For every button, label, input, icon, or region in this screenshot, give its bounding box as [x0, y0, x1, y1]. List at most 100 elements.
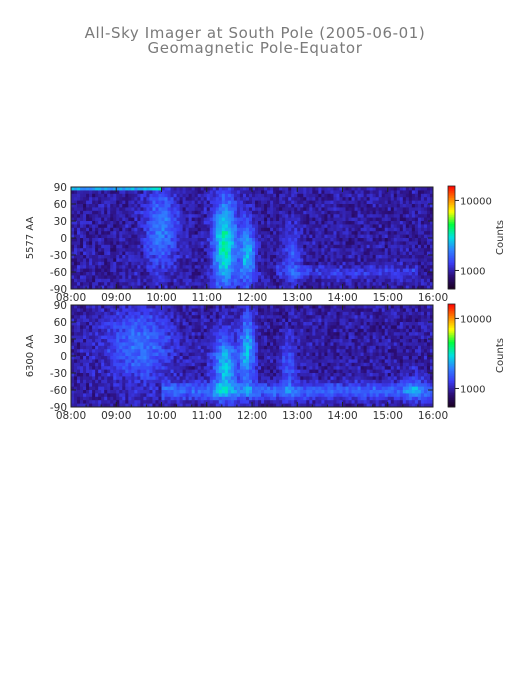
heatmap-cell: [113, 255, 117, 259]
heatmap-cell: [122, 275, 126, 280]
heatmap-cell: [212, 238, 217, 242]
heatmap-cell: [77, 396, 81, 401]
heatmap-cell: [191, 373, 196, 377]
heatmap-cell: [161, 197, 165, 201]
heatmap-cell: [74, 210, 78, 215]
heatmap-cell: [399, 224, 404, 229]
heatmap-cell: [146, 349, 150, 353]
heatmap-cell: [426, 285, 431, 290]
heatmap-cell: [327, 285, 331, 290]
heatmap-cell: [261, 265, 265, 269]
heatmap-cell: [77, 400, 81, 404]
heatmap-cell: [86, 227, 90, 232]
heatmap-cell: [125, 369, 129, 374]
heatmap-cell: [194, 265, 199, 269]
heatmap-cell: [161, 193, 165, 198]
heatmap-cell: [405, 251, 410, 256]
colorbar-swatch: [448, 275, 455, 278]
heatmap-cell: [131, 335, 135, 340]
heatmap-cell: [155, 369, 159, 374]
heatmap-cell: [393, 268, 398, 273]
heatmap-cell: [143, 383, 147, 387]
heatmap-cell: [101, 349, 105, 353]
heatmap-cell: [185, 238, 190, 242]
heatmap-cell: [345, 275, 349, 280]
heatmap-cell: [137, 386, 141, 391]
heatmap-cell: [98, 349, 102, 353]
heatmap-cell: [414, 244, 419, 249]
heatmap-cell: [164, 197, 168, 201]
heatmap-cell: [264, 272, 268, 276]
heatmap-cell: [411, 241, 416, 246]
heatmap-cell: [399, 261, 404, 266]
heatmap-cell: [185, 285, 190, 290]
heatmap-cell: [336, 214, 340, 218]
heatmap-cell: [161, 285, 165, 290]
colorbar-frame: [447, 185, 456, 290]
heatmap-cell: [80, 400, 84, 404]
heatmap-cell: [224, 248, 229, 252]
heatmap-cell: [306, 204, 310, 208]
heatmap-cell: [131, 255, 135, 259]
heatmap-cell: [414, 248, 419, 252]
heatmap-cell: [378, 258, 383, 263]
heatmap-cell: [107, 339, 111, 343]
heatmap-cell: [71, 255, 75, 259]
heatmap-cell: [230, 258, 235, 263]
heatmap-cell: [128, 342, 132, 347]
heatmap-cell: [324, 241, 328, 246]
heatmap-cell: [173, 258, 177, 263]
heatmap-cell: [387, 224, 392, 229]
heatmap-cell: [258, 187, 262, 191]
heatmap-cell: [161, 383, 165, 387]
heatmap-cell: [107, 332, 111, 336]
heatmap-cell: [194, 241, 199, 246]
heatmap-cell: [164, 349, 168, 353]
heatmap-cell: [176, 248, 180, 252]
heatmap-cell: [372, 221, 377, 225]
heatmap-cell: [239, 214, 244, 218]
heatmap-cell: [276, 268, 280, 273]
heatmap-cell: [405, 231, 410, 235]
heatmap-cell: [152, 379, 156, 384]
heatmap-cell: [224, 282, 229, 286]
heatmap-cell: [152, 210, 156, 215]
heatmap-cell: [402, 251, 407, 256]
heatmap-cell: [77, 217, 81, 222]
heatmap-cell: [179, 238, 184, 242]
heatmap-cell: [164, 311, 168, 316]
heatmap-cell: [294, 197, 298, 201]
heatmap-cell: [173, 221, 177, 225]
heatmap-cell: [98, 217, 102, 222]
heatmap-cell: [131, 214, 135, 218]
heatmap-cell: [324, 255, 328, 259]
heatmap-cell: [291, 193, 295, 198]
heatmap-cell: [345, 244, 349, 249]
heatmap-cell: [230, 244, 235, 249]
heatmap-cell: [224, 258, 229, 263]
heatmap-cell: [161, 386, 165, 391]
heatmap-cell: [252, 221, 256, 225]
heatmap-cell: [164, 234, 168, 239]
heatmap-cell: [158, 217, 162, 222]
heatmap-cell: [95, 261, 99, 266]
keogram-image: [71, 305, 434, 408]
heatmap-cell: [375, 187, 380, 191]
heatmap-cell: [212, 241, 217, 246]
heatmap-cell: [158, 386, 162, 391]
heatmap-cell: [390, 272, 395, 276]
heatmap-cell: [303, 187, 307, 191]
heatmap-cell: [182, 332, 187, 336]
heatmap-cell: [146, 214, 150, 218]
heatmap-cell: [378, 285, 383, 290]
heatmap-cell: [101, 217, 105, 222]
heatmap-cell: [252, 272, 256, 276]
heatmap-cell: [318, 231, 322, 235]
heatmap-cell: [306, 197, 310, 201]
heatmap-cell: [170, 221, 174, 225]
heatmap-cell: [351, 251, 355, 256]
heatmap-cell: [152, 400, 156, 404]
heatmap-cell: [170, 261, 174, 266]
heatmap-cell: [149, 255, 153, 259]
heatmap-cell: [221, 255, 226, 259]
